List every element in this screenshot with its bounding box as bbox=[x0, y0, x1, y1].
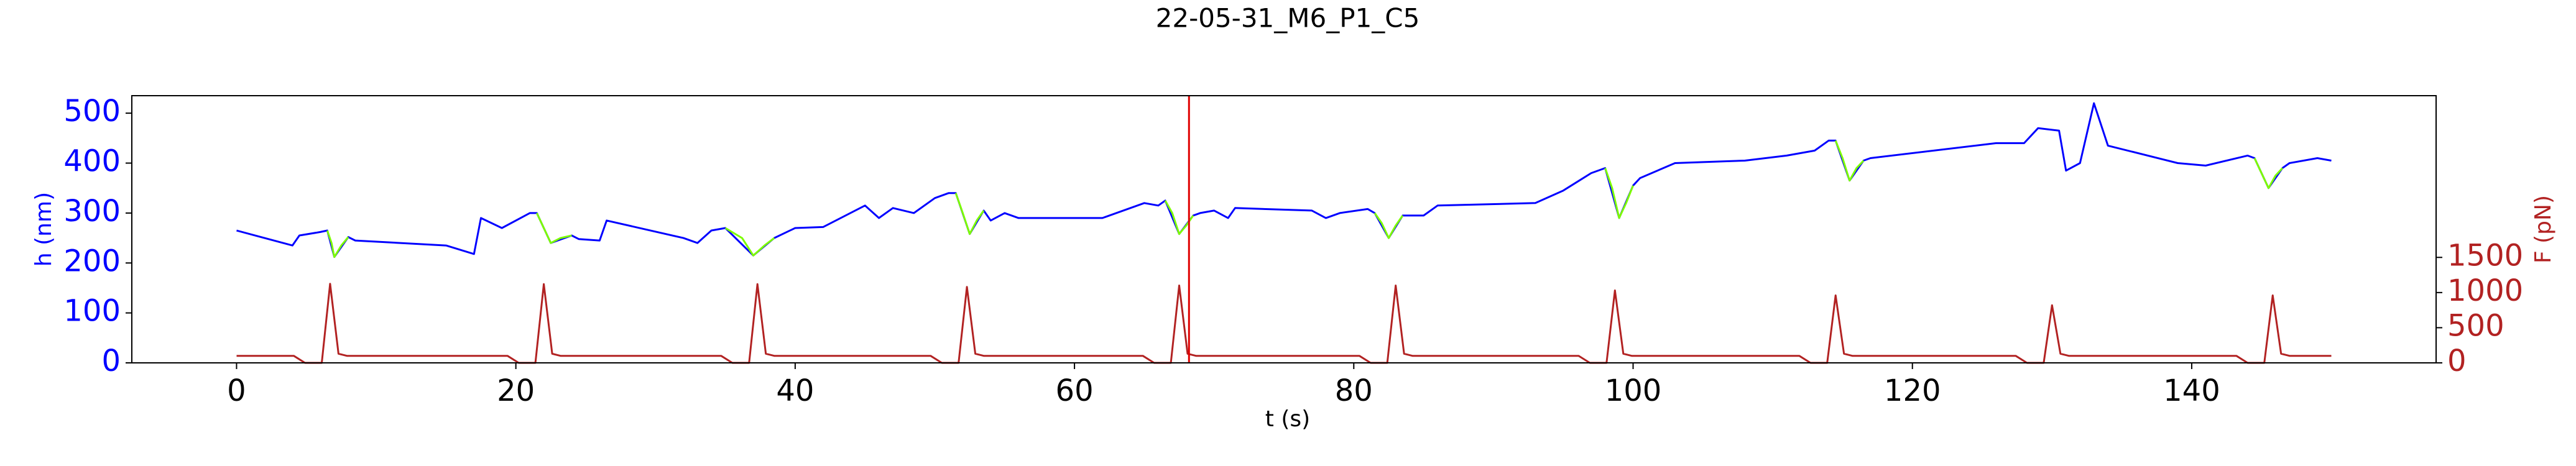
x-tick-label: 40 bbox=[776, 373, 814, 408]
x-tick-label: 0 bbox=[227, 373, 246, 408]
x-tick-label: 100 bbox=[1605, 373, 1662, 408]
y2-tick-label: 1000 bbox=[2447, 273, 2523, 308]
y-axis-label: h (nm) bbox=[31, 192, 57, 267]
y-tick-label: 400 bbox=[63, 144, 121, 179]
y-tick-label: 500 bbox=[63, 94, 121, 129]
y2-tick-label: 0 bbox=[2447, 344, 2467, 378]
data-line bbox=[724, 227, 775, 257]
data-line bbox=[1373, 212, 1404, 239]
data-line bbox=[954, 193, 985, 235]
x-tick-label: 60 bbox=[1056, 373, 1094, 408]
plot-frame bbox=[131, 95, 2437, 363]
y-tick-label: 200 bbox=[63, 244, 121, 278]
chart-title: 22-05-31_M6_P1_C5 bbox=[1156, 3, 1420, 34]
data-line bbox=[2253, 157, 2284, 190]
data-line bbox=[326, 230, 349, 258]
x-tick-label: 140 bbox=[2163, 373, 2220, 408]
y-tick-label: 100 bbox=[63, 294, 121, 329]
x-axis-label: t (s) bbox=[1265, 406, 1310, 432]
y-tick-label: 0 bbox=[101, 344, 121, 378]
x-tick-label: 120 bbox=[1884, 373, 1941, 408]
y2-tick-label: 1500 bbox=[2447, 238, 2523, 273]
data-line bbox=[536, 212, 572, 244]
y2-tick-label: 500 bbox=[2447, 308, 2504, 343]
x-tick-label: 80 bbox=[1335, 373, 1373, 408]
x-tick-label: 20 bbox=[497, 373, 535, 408]
data-line bbox=[236, 102, 2332, 258]
y-tick-label: 300 bbox=[63, 194, 121, 229]
data-line bbox=[1604, 168, 1634, 219]
y2-axis-label: F (pN) bbox=[2531, 195, 2556, 263]
data-line bbox=[236, 283, 2332, 364]
data-line bbox=[1834, 140, 1865, 182]
